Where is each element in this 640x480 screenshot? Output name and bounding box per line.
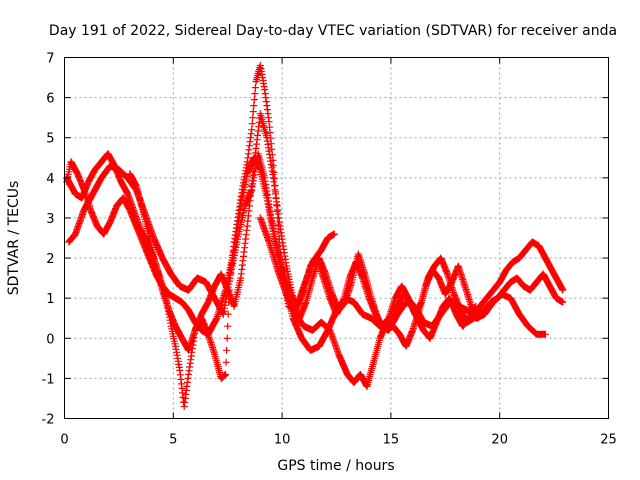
chart-title: Day 191 of 2022, Sidereal Day-to-day VTE… <box>49 23 617 39</box>
y-tick-label: 3 <box>46 212 54 227</box>
x-tick-label: 15 <box>383 433 400 448</box>
series-track-e <box>126 110 480 354</box>
y-tick-label: -1 <box>42 372 55 387</box>
y-tick-labels: -2 -1 0 1 2 3 4 5 6 7 <box>42 52 55 428</box>
y-tick-label: 6 <box>46 92 54 107</box>
x-tick-label: 5 <box>169 433 177 448</box>
x-tick-label: 25 <box>600 433 617 448</box>
y-tick-label: 0 <box>46 332 54 347</box>
y-axis-label: SDTVAR / TECUs <box>6 181 22 296</box>
y-tick-label: 7 <box>46 52 54 67</box>
y-tick-label: 1 <box>46 292 54 307</box>
y-tick-label: -2 <box>42 413 55 428</box>
x-tick-label: 20 <box>491 433 508 448</box>
axis-ticks <box>64 57 609 419</box>
x-tick-labels: 0 5 10 15 20 25 <box>60 433 616 448</box>
plot-frame <box>64 57 609 419</box>
x-axis-label: GPS time / hours <box>277 458 394 474</box>
y-tick-label: 4 <box>46 172 54 187</box>
plus-markers <box>126 110 480 354</box>
data-marks <box>63 62 567 410</box>
y-tick-label: 5 <box>46 132 54 147</box>
y-tick-label: 2 <box>46 252 54 267</box>
x-tick-label: 0 <box>60 433 68 448</box>
x-tick-label: 10 <box>274 433 291 448</box>
